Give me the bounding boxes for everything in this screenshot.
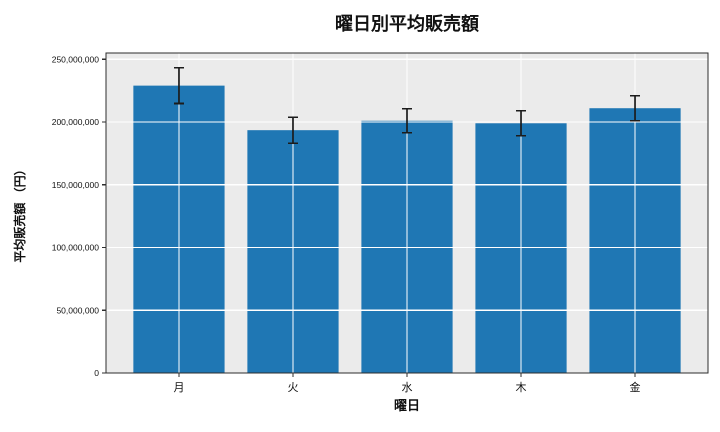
chart-title: 曜日別平均販売額: [335, 13, 479, 34]
y-tick-label: 150,000,000: [52, 180, 100, 190]
x-tick-label: 火: [287, 382, 298, 394]
y-tick-label: 250,000,000: [52, 54, 100, 64]
x-axis-label: 曜日: [394, 398, 420, 413]
y-tick-label: 50,000,000: [56, 305, 99, 315]
x-tick-label: 木: [516, 381, 527, 394]
y-axis-label: 平均販売額 （円）: [12, 163, 27, 262]
y-tick-label: 100,000,000: [52, 243, 100, 253]
x-tick-label: 金: [630, 380, 641, 394]
x-tick-label: 水: [402, 381, 413, 394]
plot-layer: 0 50,000,000 100,000,000 150,000,000 200,000…: [52, 52, 709, 394]
y-tick-label: 200,000,000: [52, 117, 100, 127]
y-tick-label: 0: [94, 368, 99, 378]
x-tick-label: 月: [173, 382, 184, 394]
